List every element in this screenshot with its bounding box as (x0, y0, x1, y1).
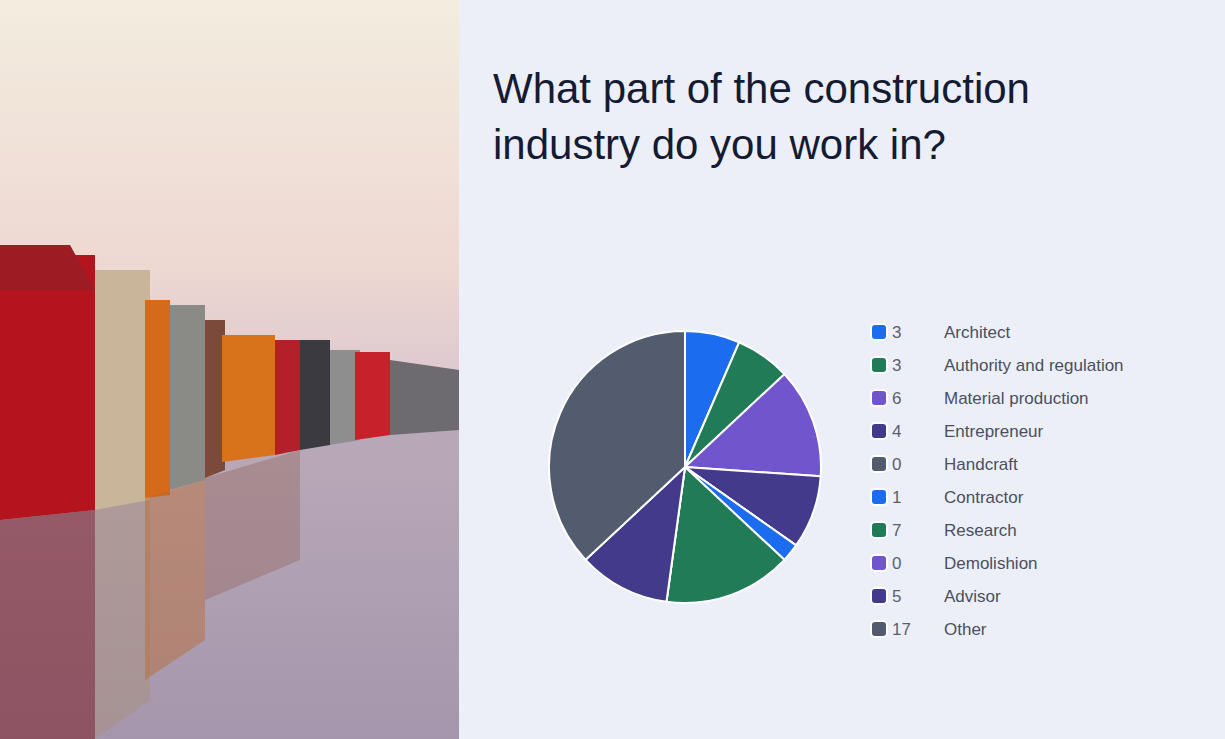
svg-text:What part of the construction: What part of the construction (493, 65, 1042, 112)
svg-text:Architect: Architect (944, 323, 1010, 342)
svg-text:0: 0 (892, 455, 901, 474)
svg-text:0: 0 (892, 554, 901, 573)
svg-text:7: 7 (892, 521, 901, 540)
svg-text:Demolishion: Demolishion (944, 554, 1038, 573)
svg-text:1: 1 (892, 488, 901, 507)
svg-text:3: 3 (892, 323, 901, 342)
svg-text:4: 4 (892, 422, 901, 441)
svg-text:Contractor: Contractor (944, 488, 1024, 507)
svg-text:Material production: Material production (944, 389, 1089, 408)
svg-text:3: 3 (892, 356, 901, 375)
svg-text:Advisor: Advisor (944, 587, 1001, 606)
svg-text:5: 5 (892, 587, 901, 606)
svg-text:Authority and regulation: Authority and regulation (944, 356, 1124, 375)
svg-text:17: 17 (892, 620, 911, 639)
svg-text:Handcraft: Handcraft (944, 455, 1018, 474)
svg-text:Research: Research (944, 521, 1017, 540)
svg-text:industry do you work in?: industry do you work in? (493, 121, 946, 168)
svg-text:Other: Other (944, 620, 987, 639)
svg-text:Entrepreneur: Entrepreneur (944, 422, 1044, 441)
svg-text:6: 6 (892, 389, 901, 408)
